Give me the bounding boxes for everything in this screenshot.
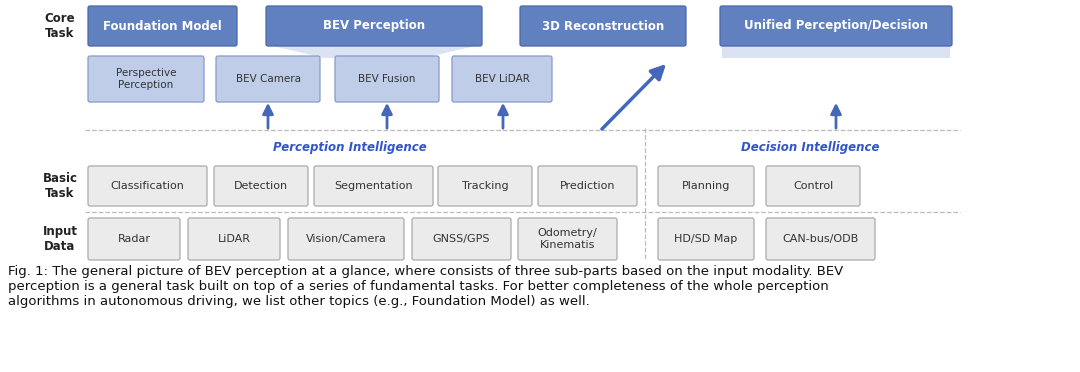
FancyBboxPatch shape [519,6,686,46]
Text: Radar: Radar [118,234,150,244]
FancyBboxPatch shape [658,218,754,260]
FancyBboxPatch shape [335,56,438,102]
Text: Planning: Planning [681,181,730,191]
FancyBboxPatch shape [87,218,180,260]
Text: HD/SD Map: HD/SD Map [674,234,738,244]
FancyBboxPatch shape [766,166,860,206]
FancyBboxPatch shape [87,166,207,206]
Text: BEV LiDAR: BEV LiDAR [474,74,529,84]
Polygon shape [268,45,480,58]
FancyBboxPatch shape [266,6,482,46]
Text: Detection: Detection [234,181,288,191]
Text: Perception Intelligence: Perception Intelligence [273,141,427,154]
Text: Core
Task: Core Task [44,12,76,40]
FancyBboxPatch shape [188,218,280,260]
Text: Fig. 1: The general picture of BEV perception at a glance, where consists of thr: Fig. 1: The general picture of BEV perce… [8,265,843,308]
Text: Foundation Model: Foundation Model [103,19,221,32]
Text: Prediction: Prediction [559,181,616,191]
Text: CAN-bus/ODB: CAN-bus/ODB [782,234,859,244]
FancyBboxPatch shape [288,218,404,260]
FancyBboxPatch shape [314,166,433,206]
FancyBboxPatch shape [658,166,754,206]
Text: GNSS/GPS: GNSS/GPS [433,234,490,244]
Text: 3D Reconstruction: 3D Reconstruction [542,19,664,32]
Text: Odometry/
Kinematis: Odometry/ Kinematis [538,228,597,250]
FancyBboxPatch shape [411,218,511,260]
FancyBboxPatch shape [87,6,237,46]
FancyBboxPatch shape [214,166,308,206]
FancyBboxPatch shape [518,218,617,260]
FancyBboxPatch shape [720,6,951,46]
Text: Control: Control [793,181,833,191]
Text: Tracking: Tracking [461,181,509,191]
Text: Segmentation: Segmentation [334,181,413,191]
Text: BEV Fusion: BEV Fusion [359,74,416,84]
Text: Unified Perception/Decision: Unified Perception/Decision [744,19,928,32]
Text: Classification: Classification [110,181,185,191]
Text: LiDAR: LiDAR [217,234,251,244]
Polygon shape [723,45,950,58]
Text: Input
Data: Input Data [42,225,78,253]
Text: Basic
Task: Basic Task [42,172,78,200]
Text: Decision Intelligence: Decision Intelligence [741,141,879,154]
Text: Perspective
Perception: Perspective Perception [116,68,176,90]
Text: Vision/Camera: Vision/Camera [306,234,387,244]
FancyBboxPatch shape [216,56,320,102]
FancyBboxPatch shape [538,166,637,206]
FancyBboxPatch shape [453,56,552,102]
FancyBboxPatch shape [87,56,204,102]
FancyBboxPatch shape [766,218,875,260]
Text: BEV Camera: BEV Camera [235,74,300,84]
FancyBboxPatch shape [438,166,532,206]
Text: BEV Perception: BEV Perception [323,19,426,32]
